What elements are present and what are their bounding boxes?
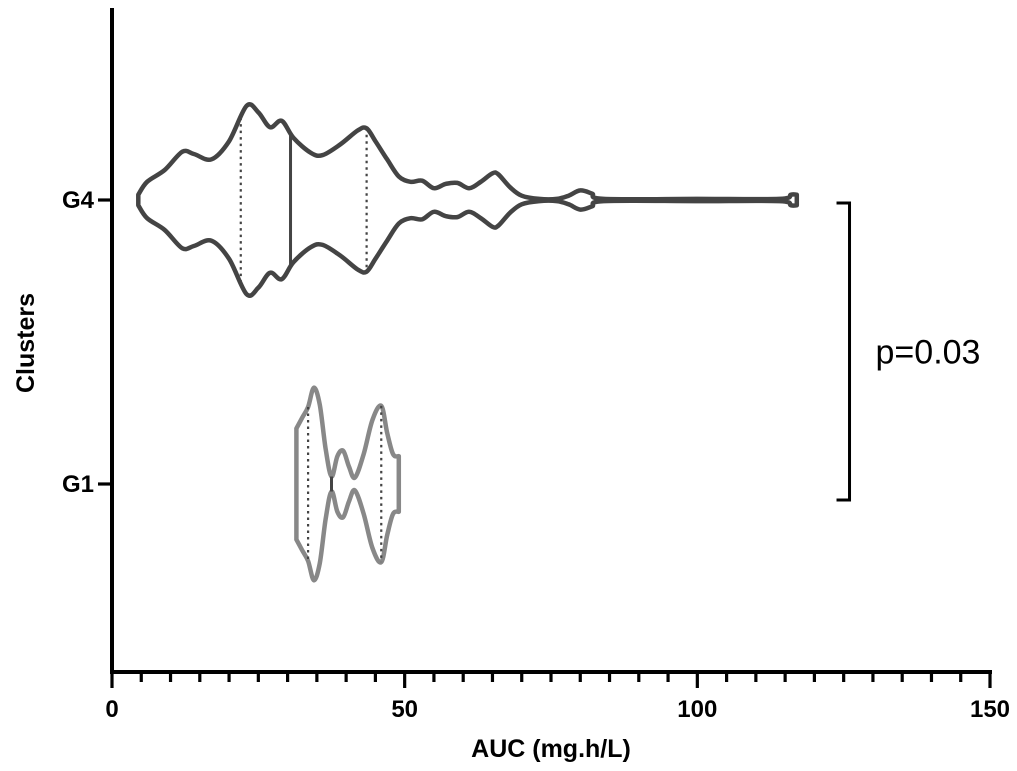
significance-bracket: [836, 201, 852, 502]
y-axis-title: Clusters: [12, 293, 40, 393]
annotations: p=0.03: [836, 201, 981, 502]
x-tick-label: 0: [105, 696, 118, 723]
violin-outline: [294, 385, 402, 583]
violin-g4: [136, 102, 800, 298]
x-tick-label: 150: [970, 696, 1010, 723]
y-tick-label: G1: [62, 471, 94, 498]
violin-g1: [294, 385, 402, 583]
plot-area: [136, 102, 800, 583]
x-axis-title: AUC (mg.h/L): [471, 735, 631, 763]
violin-outline: [136, 102, 800, 298]
y-tick-label: G4: [62, 187, 95, 214]
p-value-label: p=0.03: [876, 334, 981, 372]
y-axis: G4 G1: [62, 8, 114, 674]
x-axis: 0 50 100 150: [105, 670, 1010, 723]
x-tick-label: 50: [391, 696, 418, 723]
x-tick-label: 100: [677, 696, 717, 723]
